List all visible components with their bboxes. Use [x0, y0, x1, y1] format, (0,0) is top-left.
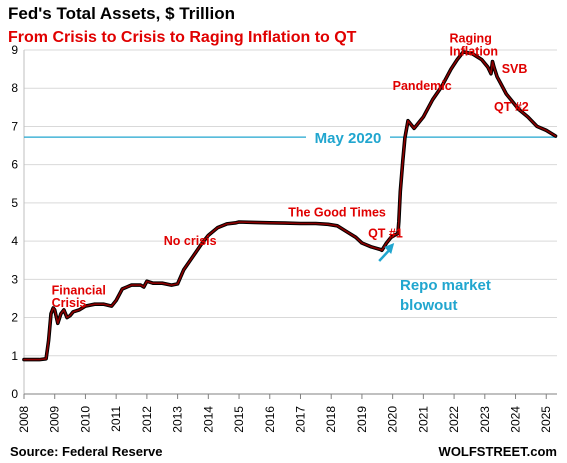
y-tick-label-8: 8: [11, 81, 18, 95]
x-tick-label-2011: 2011: [109, 406, 123, 432]
callout-line-0: Repo market: [400, 277, 491, 294]
x-tick-label-2017: 2017: [293, 406, 307, 433]
series: [22, 50, 558, 362]
x-tick-label-2013: 2013: [171, 406, 185, 433]
annotation-6: Raging: [449, 31, 491, 45]
x-tick-label-2009: 2009: [48, 406, 62, 433]
y-tick-label-3: 3: [11, 272, 18, 286]
x-axis-ticks: 2008 2009 2010 2011 2012 2013 2014 2015 2016 2017…: [17, 394, 553, 433]
y-axis-ticks: 0 1 2 3 4 5 6 7 8 9: [11, 43, 18, 401]
brand-label: WOLFSTREET.com: [439, 444, 557, 459]
reference-line-label: May 2020: [315, 130, 382, 147]
annotation-7: Inflation: [449, 45, 498, 59]
x-tick-label-2008: 2008: [17, 406, 31, 433]
y-tick-label-6: 6: [11, 158, 18, 172]
gridlines: [24, 49, 557, 357]
x-tick-label-2025: 2025: [539, 406, 553, 433]
y-tick-label-5: 5: [11, 196, 18, 210]
x-tick-label-2022: 2022: [447, 406, 461, 433]
reference-label-background: [306, 127, 390, 147]
y-tick-label-9: 9: [11, 43, 18, 57]
x-tick-label-2019: 2019: [355, 406, 369, 433]
x-tick-label-2020: 2020: [386, 406, 400, 433]
x-tick-label-2024: 2024: [509, 406, 523, 433]
series-line-0: [23, 51, 557, 361]
annotation-0: Financial: [52, 284, 106, 298]
callout-arrow-head: [384, 243, 395, 255]
x-tick-label-2023: 2023: [478, 406, 492, 433]
callout: Repo market blowout: [378, 243, 491, 314]
annotation-9: QT #2: [494, 100, 529, 114]
y-tick-label-4: 4: [11, 234, 18, 248]
annotation-5: Pandemic: [393, 79, 452, 93]
x-tick-label-2015: 2015: [232, 406, 246, 433]
source-note: Source: Federal Reserve: [10, 444, 162, 459]
x-tick-label-2014: 2014: [201, 406, 215, 433]
x-tick-label-2012: 2012: [140, 406, 154, 433]
chart-subtitle: From Crisis to Crisis to Raging Inflatio…: [8, 29, 357, 46]
x-tick-label-2021: 2021: [416, 406, 430, 433]
annotation-1: Crisis: [52, 296, 87, 310]
annotation-4: QT #1: [368, 226, 403, 240]
x-tick-label-2018: 2018: [324, 406, 338, 433]
x-tick-label-2010: 2010: [78, 406, 92, 433]
annotation-2: No crisis: [164, 234, 217, 248]
y-tick-label-7: 7: [11, 119, 18, 133]
annotation-8: SVB: [502, 62, 528, 76]
y-tick-label-1: 1: [11, 349, 18, 363]
callout-line-1: blowout: [400, 297, 457, 314]
chart-title: Fed's Total Assets, $ Trillion: [8, 4, 235, 23]
annotation-3: The Good Times: [288, 205, 386, 219]
x-tick-label-2016: 2016: [263, 406, 277, 433]
axis-frame: [23, 50, 557, 395]
reference-line: May 2020: [24, 127, 557, 147]
y-tick-label-2: 2: [11, 311, 18, 325]
y-tick-label-0: 0: [11, 387, 18, 401]
